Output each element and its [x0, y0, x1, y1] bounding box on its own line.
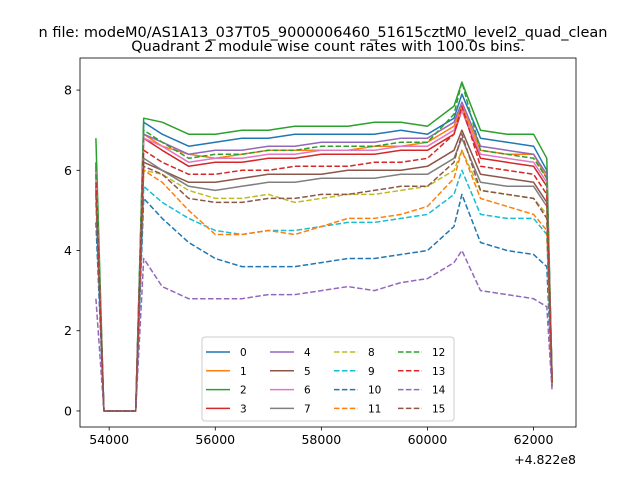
- legend-label-7: 7: [304, 403, 311, 415]
- series-line-2: [95, 81, 553, 412]
- series-line-5: [95, 129, 553, 412]
- x-tick-label-56000: 56000: [195, 432, 235, 447]
- y-tick-label-0: 0: [64, 403, 72, 418]
- legend-label-10: 10: [368, 385, 381, 397]
- x-offset-label: +4.822e8: [514, 452, 576, 467]
- axes-frame: [79, 57, 577, 428]
- series-line-4: [95, 101, 553, 412]
- series-line-10: [95, 193, 553, 412]
- plot-series-group: [95, 81, 553, 412]
- legend-label-15: 15: [432, 403, 445, 415]
- legend-label-12: 12: [432, 347, 445, 359]
- x-tick-label-54000: 54000: [89, 432, 129, 447]
- legend-label-6: 6: [304, 385, 311, 397]
- legend-label-1: 1: [240, 366, 247, 378]
- legend-label-4: 4: [304, 347, 311, 359]
- legend-label-9: 9: [368, 366, 375, 378]
- series-line-9: [95, 169, 553, 412]
- series-line-7: [95, 137, 553, 412]
- figure-suptitle: n file: modeM0/AS1A13_037T05_9000006460_…: [39, 25, 608, 41]
- x-tick-label-62000: 62000: [514, 432, 554, 447]
- x-tick-label-60000: 60000: [408, 432, 448, 447]
- legend-label-2: 2: [240, 385, 247, 397]
- legend-label-8: 8: [368, 347, 375, 359]
- y-tick-label-8: 8: [64, 83, 72, 98]
- legend-label-14: 14: [432, 385, 446, 397]
- series-line-12: [95, 81, 553, 412]
- legend-box: [201, 336, 455, 422]
- series-line-6: [95, 109, 553, 412]
- x-tick-label-58000: 58000: [301, 432, 341, 447]
- series-line-11: [95, 149, 553, 412]
- legend-label-11: 11: [368, 403, 381, 415]
- axes-group: 54000 56000 58000 60000 62000 0 2 4 6 8: [64, 57, 577, 447]
- series-line-14: [95, 249, 553, 412]
- y-tick-label-2: 2: [64, 323, 72, 338]
- legend-label-5: 5: [304, 366, 311, 378]
- series-line-15: [95, 133, 553, 412]
- series-line-13: [95, 105, 553, 412]
- legend-label-3: 3: [240, 403, 247, 415]
- legend-label-13: 13: [432, 366, 445, 378]
- chart-title: Quadrant 2 module wise count rates with …: [131, 39, 525, 55]
- y-tick-label-6: 6: [64, 163, 72, 178]
- legend-label-0: 0: [240, 347, 247, 359]
- series-line-0: [95, 93, 553, 412]
- series-line-3: [95, 109, 553, 412]
- y-tick-label-4: 4: [64, 243, 72, 258]
